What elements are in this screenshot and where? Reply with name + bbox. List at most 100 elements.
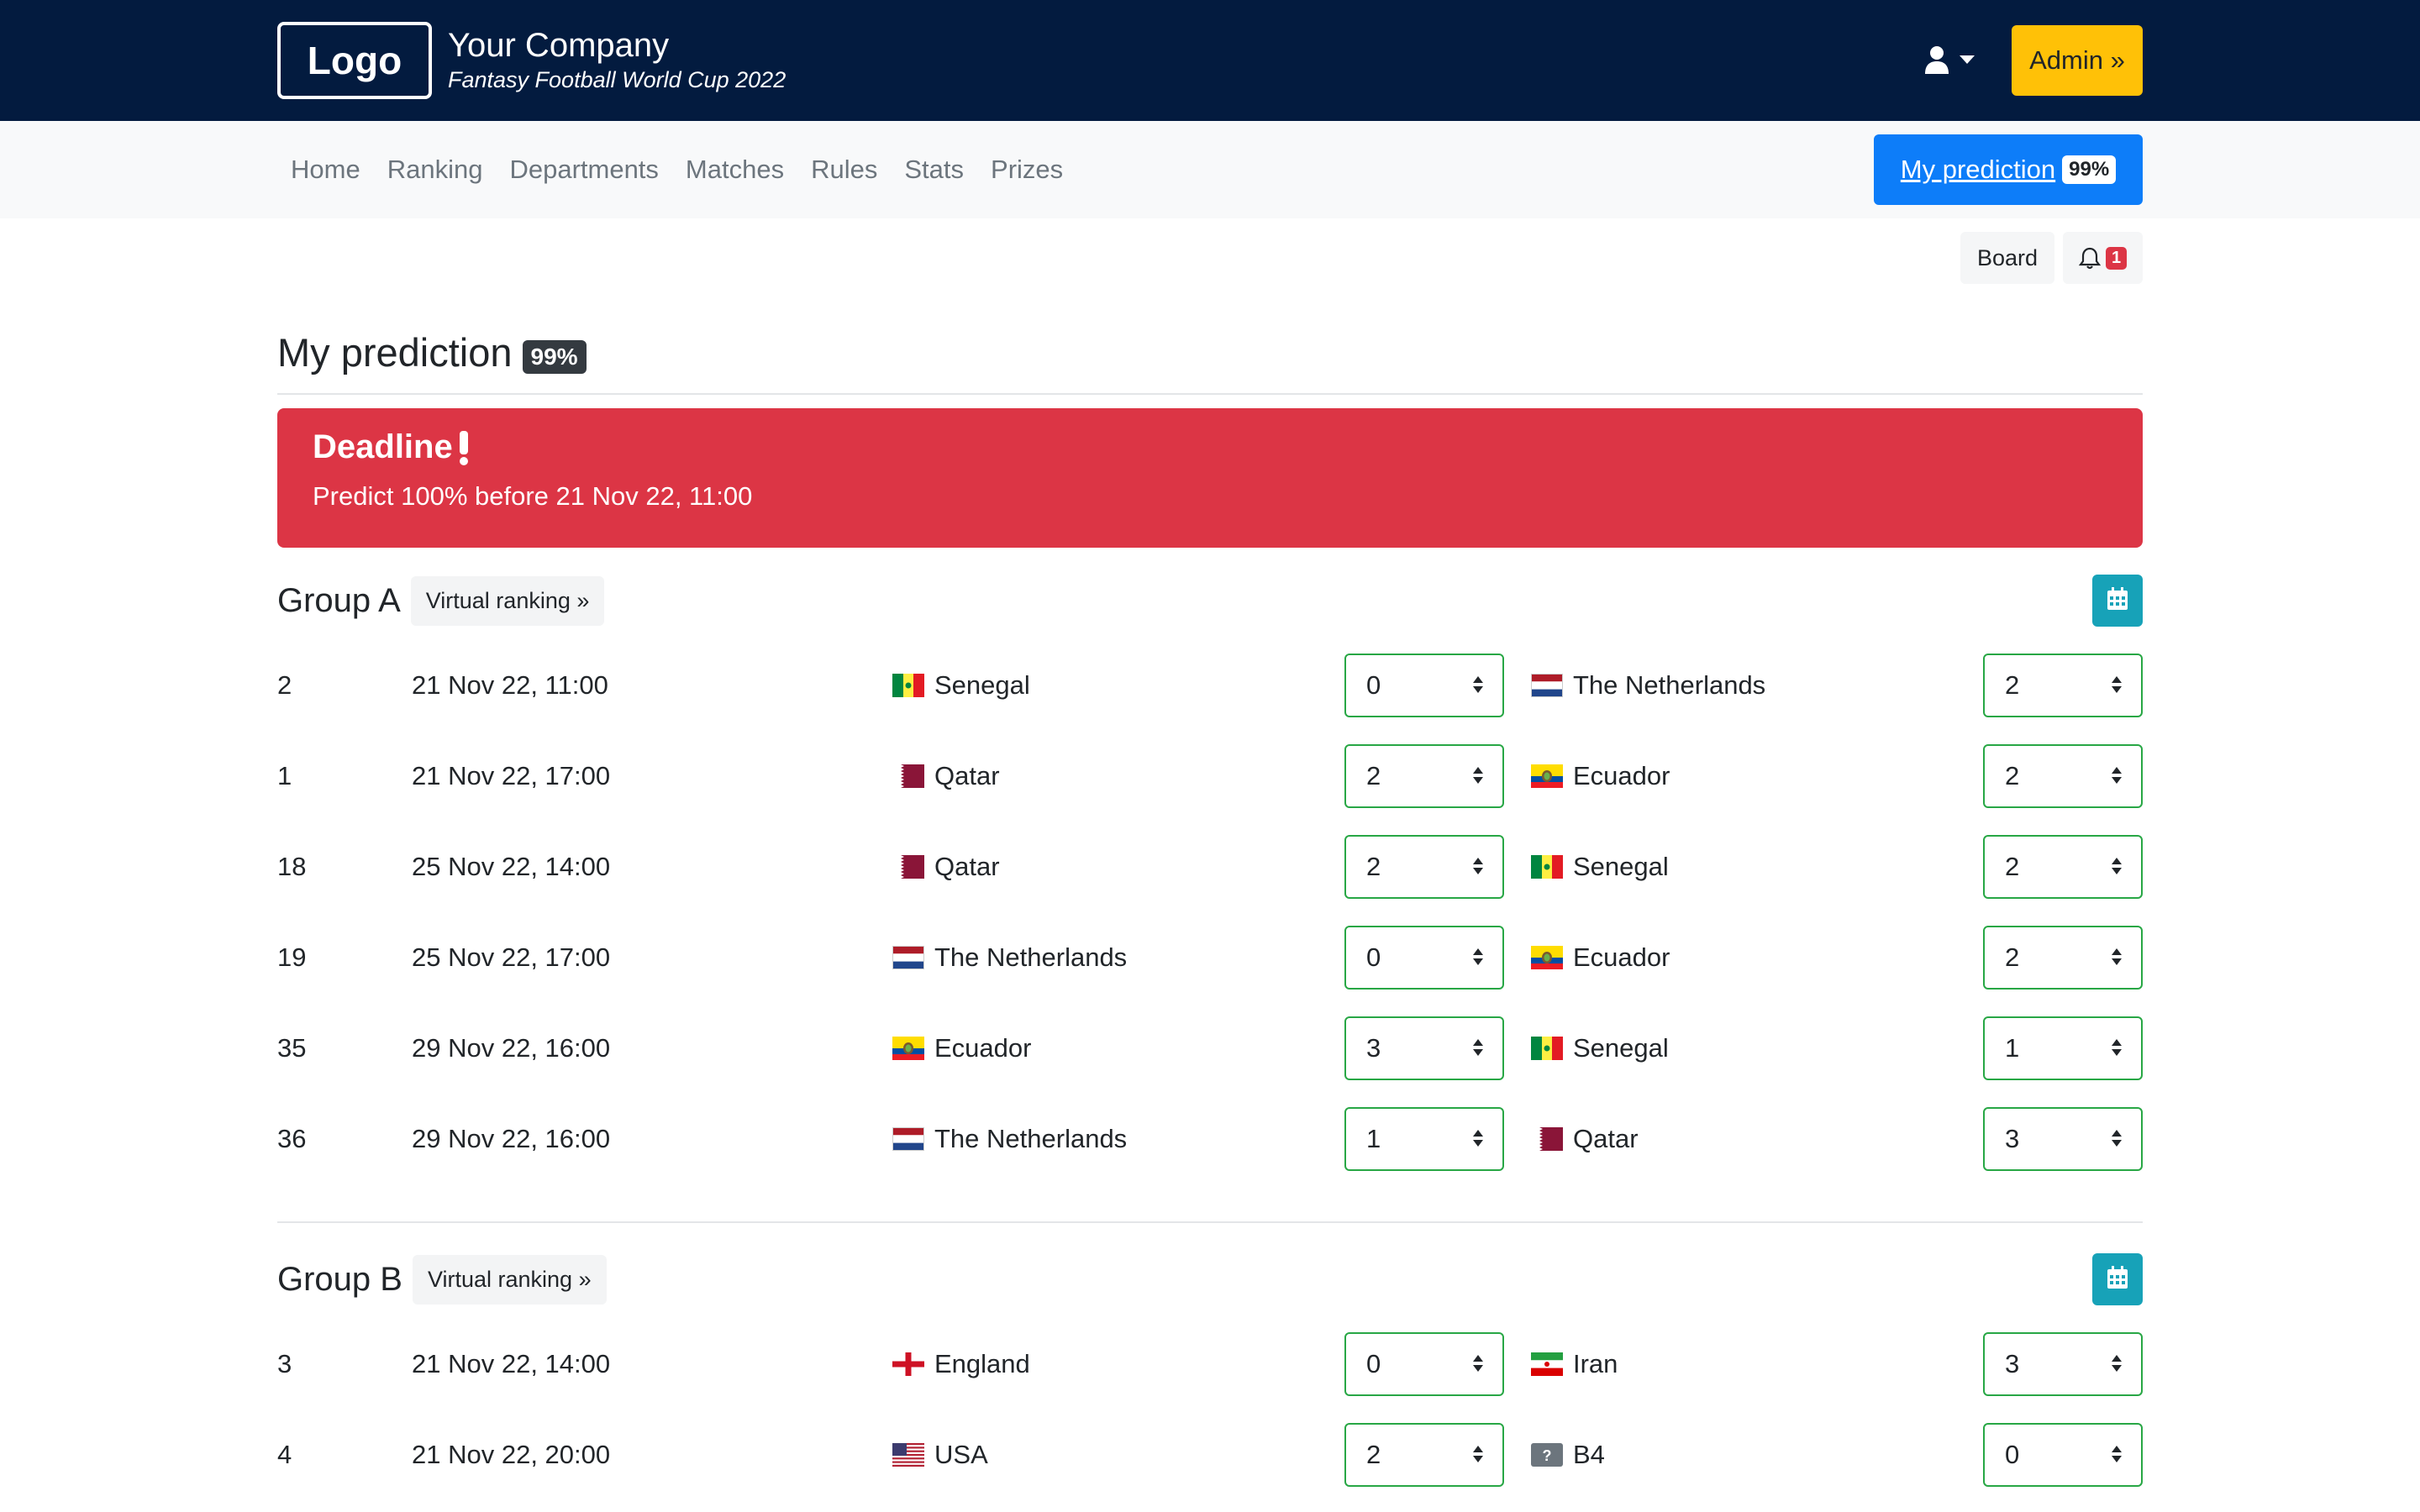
away-team-name: Iran [1573,1349,1618,1378]
away-score-value: 2 [2005,942,2020,972]
away-score-value: 2 [2005,852,2020,881]
away-team-name: Ecuador [1573,942,1670,972]
nav-item-matches[interactable]: Matches [685,155,785,184]
away-team-name: Qatar [1573,1124,1639,1153]
user-icon [1925,46,1949,74]
match-date: 25 Nov 22, 17:00 [412,942,611,972]
match-row: 19 25 Nov 22, 17:00 The Netherlands 0 Ecuado… [0,926,2420,990]
flag-qatar-icon [892,764,924,788]
away-score-select[interactable]: 2 [1983,926,2143,990]
my-prediction-button[interactable]: My prediction 99% [1874,134,2143,205]
flag-unknown-icon: ? [1531,1443,1563,1467]
select-caret-icon [1472,670,1484,701]
away-team: Senegal [1531,1016,1669,1080]
flag-qatar-icon [892,855,924,879]
calendar-button[interactable] [2092,575,2143,627]
select-caret-icon [2111,1033,2123,1063]
away-team: Iran [1531,1332,1618,1396]
match-row: 4 21 Nov 22, 20:00 USA 2? B4 0 [0,1423,2420,1487]
notifications-button[interactable]: 1 [2063,232,2143,284]
admin-button[interactable]: Admin » [2012,25,2143,96]
home-score-select[interactable]: 3 [1344,1016,1504,1080]
flag-ecuador-icon [1531,946,1563,969]
match-row: 2 21 Nov 22, 11:00 Senegal 0 The Netherlands… [0,654,2420,717]
select-caret-icon [1472,1124,1484,1154]
away-team-name: The Netherlands [1573,670,1766,700]
match-date: 29 Nov 22, 16:00 [412,1124,611,1153]
flag-senegal-icon [1531,855,1563,879]
chevron-down-icon [1960,55,1975,64]
match-number: 1 [277,761,292,790]
group-heading: Group A Virtual ranking » [277,575,605,627]
nav-item-departments[interactable]: Departments [509,155,659,184]
home-score-value: 0 [1366,1349,1381,1378]
away-score-select[interactable]: 1 [1983,1016,2143,1080]
home-score-select[interactable]: 2 [1344,1423,1504,1487]
match-number: 35 [277,1033,307,1063]
select-caret-icon [2111,1440,2123,1470]
home-team: Ecuador [892,1016,1031,1080]
select-caret-icon [2111,1124,2123,1154]
match-number: 19 [277,942,307,972]
bell-icon [2078,247,2101,270]
away-score-select[interactable]: 2 [1983,654,2143,717]
exclamation-icon [459,430,468,465]
flag-senegal-icon [892,674,924,697]
nav-item-prizes[interactable]: Prizes [991,155,1064,184]
calendar-button[interactable] [2092,1253,2143,1305]
company-subtitle: Fantasy Football World Cup 2022 [448,67,786,92]
home-team-name: England [934,1349,1030,1378]
nav-item-ranking[interactable]: Ranking [387,155,483,184]
away-score-select[interactable]: 0 [1983,1423,2143,1487]
away-team: The Netherlands [1531,654,1765,717]
home-score-select[interactable]: 0 [1344,654,1504,717]
away-score-select[interactable]: 2 [1983,744,2143,808]
deadline-alert: Deadline Predict 100% before 21 Nov 22, … [277,408,2143,548]
match-number: 3 [277,1349,292,1378]
home-team: England [892,1332,1030,1396]
user-menu-toggle[interactable] [1924,40,1991,79]
match-date: 29 Nov 22, 16:00 [412,1033,611,1063]
group-title: Group A [277,581,401,619]
my-prediction-label: My prediction [1900,155,2056,184]
away-score-select[interactable]: 2 [1983,835,2143,899]
flag-england-icon [892,1352,924,1376]
select-caret-icon [2111,670,2123,701]
select-caret-icon [1472,852,1484,882]
home-score-value: 2 [1366,1440,1381,1469]
nav-item-stats[interactable]: Stats [904,155,965,184]
home-team-name: Qatar [934,852,1000,881]
away-score-select[interactable]: 3 [1983,1332,2143,1396]
home-score-select[interactable]: 0 [1344,926,1504,990]
group-title: Group B [277,1260,402,1298]
home-score-select[interactable]: 2 [1344,835,1504,899]
home-score-select[interactable]: 1 [1344,1107,1504,1171]
away-score-value: 2 [2005,670,2020,700]
home-score-value: 0 [1366,942,1381,972]
board-button[interactable]: Board [1960,232,2054,284]
away-team-name: Senegal [1573,852,1669,881]
match-row: 3 21 Nov 22, 14:00 England 0 Iran 3 [0,1332,2420,1396]
flag-netherlands-icon [892,1127,924,1151]
away-score-select[interactable]: 3 [1983,1107,2143,1171]
virtual-ranking-button[interactable]: Virtual ranking » [410,575,605,626]
away-team-name: Senegal [1573,1033,1669,1063]
alert-title: Deadline [313,428,453,465]
home-score-select[interactable]: 2 [1344,744,1504,808]
completion-badge: 99% [522,339,587,374]
nav-links: Home Ranking Departments Matches Rules S… [277,121,1076,218]
group-heading: Group B Virtual ranking » [277,1253,607,1305]
nav-item-home[interactable]: Home [291,155,360,184]
page-title: My prediction 99% [277,329,587,375]
virtual-ranking-button[interactable]: Virtual ranking » [412,1254,607,1305]
home-score-value: 2 [1366,852,1381,881]
home-score-value: 1 [1366,1124,1381,1153]
match-date: 21 Nov 22, 11:00 [412,670,608,700]
logo[interactable]: Logo [277,22,432,99]
home-team: The Netherlands [892,1107,1127,1171]
alert-heading: Deadline [313,428,2107,466]
home-score-select[interactable]: 0 [1344,1332,1504,1396]
my-prediction-badge: 99% [2062,155,2117,184]
nav-item-rules[interactable]: Rules [811,155,878,184]
flag-usa-icon [892,1443,924,1467]
